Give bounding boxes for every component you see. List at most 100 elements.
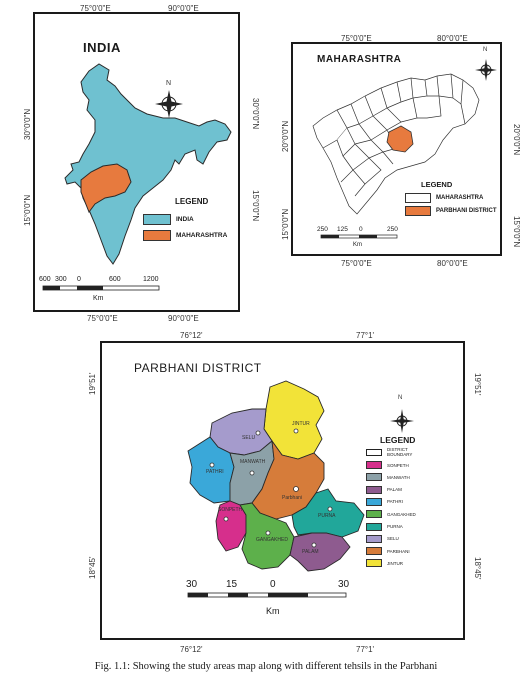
- town-parbhani: [293, 486, 299, 492]
- tehsil-purna: [291, 488, 365, 538]
- mh-tick-top-1: 75°0'0"E: [341, 34, 372, 43]
- legend-label: JINTUR: [387, 560, 403, 566]
- tehsil-sonpeth: [215, 500, 247, 552]
- india-tick-left-2: 15°0'0"N: [23, 194, 32, 226]
- legend-label: PURNA: [387, 524, 403, 529]
- pb-scale-label: 15: [226, 579, 238, 590]
- parbhani-compass-n: N: [398, 395, 403, 401]
- town-sonpeth: [223, 516, 229, 522]
- legend-label: SONPETH: [387, 462, 409, 468]
- maharashtra-map-panel: 75°0'0"E 80°0'0"E 75°0'0"E 80°0'0"E 20°0…: [281, 34, 521, 268]
- maharashtra-title: MAHARASHTRA: [317, 54, 402, 65]
- india-tick-bottom-1: 75°0'0"E: [87, 314, 118, 323]
- india-outline: [64, 63, 232, 265]
- pb-scale-label: 30: [338, 579, 350, 590]
- mh-scale-unit: Km: [353, 242, 362, 248]
- maharashtra-on-india: [80, 163, 132, 214]
- town-palam: [311, 542, 317, 548]
- tehsil-gangakhed: [239, 502, 295, 570]
- pb-tick-left-2: 18°45': [88, 556, 97, 579]
- mh-tick-right-2: 15°0'0"N: [512, 216, 521, 248]
- legend-district-boundary: DISTRICT BOUNDARY: [366, 447, 417, 457]
- maharashtra-compass-n: N: [483, 47, 488, 53]
- maharashtra-swatch: [143, 230, 171, 241]
- maharashtra-scale-bar: [320, 234, 398, 239]
- legend-swatch-parbhani: [366, 547, 382, 556]
- india-legend-label: MAHARASHTRA: [176, 232, 228, 239]
- parbhani-map-panel: 76°12' 77°1' 76°12' 77°1' 19°51' 18°45' …: [88, 331, 482, 654]
- india-scale-label: 600: [39, 276, 51, 283]
- legend-swatch-selu: [366, 534, 382, 543]
- legend-item-selu: SELU: [366, 534, 399, 543]
- legend-item-palam: PALAM: [366, 485, 402, 494]
- mh-scale-label: 250: [317, 226, 328, 233]
- legend-item-gangakhed: GANGAKHED: [366, 510, 416, 519]
- maharashtra-legend-label: PARBHANI DISTRICT: [436, 208, 497, 214]
- legend-item-pathri: PATHRI: [366, 497, 403, 506]
- town-gangakhed: [265, 530, 271, 536]
- maharashtra-compass-icon: [475, 59, 497, 81]
- legend-swatch-pathri: [366, 497, 382, 506]
- mh-tick-bottom-2: 80°0'0"E: [437, 259, 468, 268]
- india-map-panel: 75°0'0"E 90°0'0"E 75°0'0"E 90°0'0"E 30°0…: [23, 4, 260, 323]
- label-sonpeth: SONPETH: [218, 507, 243, 513]
- label-palam: PALAM: [302, 549, 319, 555]
- mh-tick-left-1: 20°0'0"N: [281, 120, 290, 152]
- pb-tick-top-1: 76°12': [180, 331, 203, 340]
- india-tick-left-1: 30°0'0"N: [23, 108, 32, 140]
- label-pathri: PATHRI: [206, 469, 224, 475]
- parbhani-tehsil-map: [187, 380, 365, 572]
- india-shape: [64, 63, 232, 265]
- india-swatch: [143, 214, 171, 225]
- legend-swatch-gangakhed: [366, 510, 382, 519]
- maharashtra-legend-item: PARBHANI DISTRICT: [405, 206, 497, 216]
- parbhani-title: PARBHANI DISTRICT: [134, 361, 262, 375]
- india-compass-n: N: [166, 80, 172, 87]
- label-parbhani: Parbhani: [282, 495, 303, 501]
- india-tick-top-1: 75°0'0"E: [80, 4, 111, 13]
- india-scale-label: 300: [55, 276, 67, 283]
- label-manwath: MANWATH: [240, 459, 266, 465]
- mh-scale-label: 250: [387, 226, 398, 233]
- india-legend-label: INDIA: [176, 216, 194, 223]
- boundary-swatch: [366, 448, 382, 456]
- india-title: INDIA: [83, 40, 121, 55]
- town-purna: [327, 506, 333, 512]
- figure-caption: Fig. 1.1: Showing the study areas map al…: [94, 661, 438, 672]
- legend-swatch-palam: [366, 485, 382, 494]
- pb-tick-top-2: 77°1': [356, 331, 375, 340]
- india-tick-right-2: 15°0'0"N: [251, 190, 260, 222]
- label-gangakhed: GANGAKHED: [256, 537, 288, 543]
- india-scale-label: 600: [109, 276, 121, 283]
- parbhani-scale-bar: [187, 592, 347, 598]
- legend-swatch-sonpeth: [366, 461, 382, 469]
- india-scale-label: 1200: [143, 276, 159, 283]
- maharashtra-legend-label: MAHARASHTRA: [436, 195, 484, 201]
- india-tick-right-1: 30°0'0"N: [251, 98, 260, 130]
- pb-tick-right-1: 19°51': [473, 373, 482, 396]
- india-legend-item: MAHARASHTRA: [143, 230, 227, 241]
- legend-label: GANGAKHED: [387, 511, 416, 517]
- india-tick-top-2: 90°0'0"E: [168, 4, 199, 13]
- india-scale-bar: [42, 285, 160, 291]
- india-compass-icon: [155, 90, 183, 118]
- mh-scale-label: 0: [359, 226, 363, 233]
- pb-tick-bottom-1: 76°12': [180, 645, 203, 654]
- parbhani-compass-icon: [390, 409, 414, 433]
- legend-swatch-manwath: [366, 473, 382, 482]
- pb-scale-label: 30: [186, 579, 198, 590]
- pb-tick-right-2: 18°45': [473, 557, 482, 580]
- legend-item-manwath: MANWATH: [366, 473, 410, 482]
- legend-label: PARBHANI: [387, 548, 410, 554]
- legend-item-jintur: JINTUR: [366, 559, 403, 568]
- tehsil-palam: [289, 532, 351, 572]
- legend-label: MANWATH: [387, 474, 410, 480]
- label-purna: PURNA: [318, 513, 336, 519]
- town-selu: [255, 430, 261, 436]
- legend-swatch-purna: [366, 522, 382, 531]
- legend-swatch-jintur: [366, 559, 382, 568]
- india-legend-item: INDIA: [143, 214, 194, 225]
- legend-item-purna: PURNA: [366, 522, 403, 531]
- pb-scale-label: 0: [270, 579, 276, 590]
- legend-label: PALAM: [387, 487, 402, 493]
